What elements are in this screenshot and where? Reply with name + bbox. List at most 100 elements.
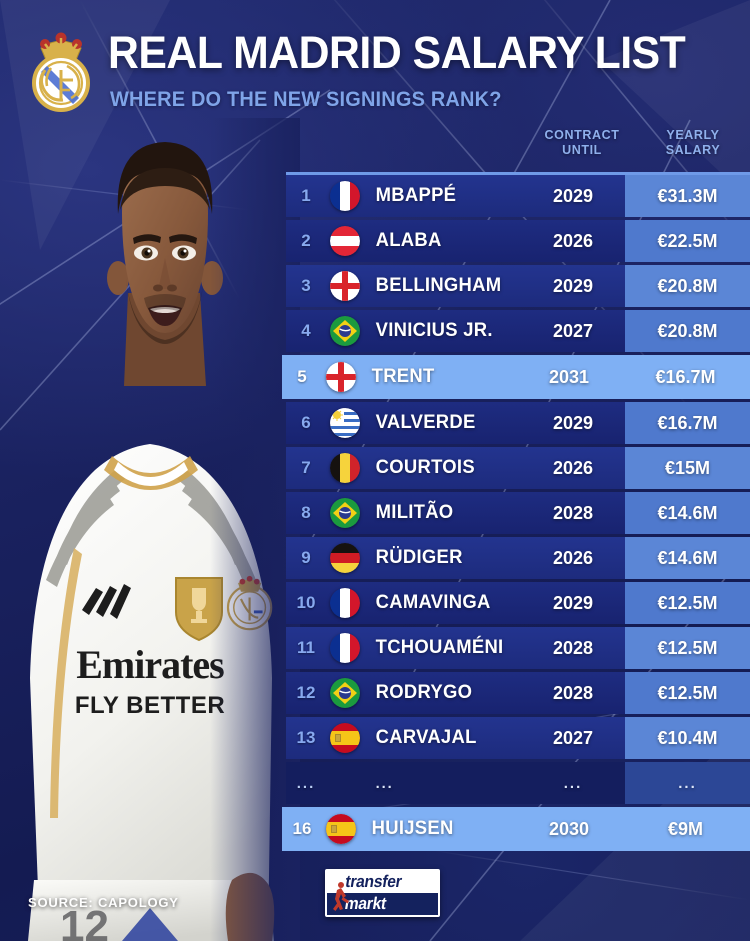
row-flag-wrap bbox=[326, 453, 364, 483]
row-contract-until: 2029 bbox=[552, 592, 594, 613]
table-body: 1 MBAPPÉ 2029 €31.3M 2 ALABA 2026 €22.5M 3 BELLIN… bbox=[282, 175, 750, 851]
page-title: REAL MADRID SALARY LIST bbox=[108, 27, 686, 78]
row-background-salary bbox=[625, 627, 750, 669]
row-yearly-salary: €16.7M bbox=[657, 412, 718, 433]
table-row[interactable]: 16 HUIJSEN 2030 €9M bbox=[282, 807, 750, 851]
row-background-salary bbox=[625, 310, 750, 352]
flag-spain-icon bbox=[326, 814, 356, 844]
transfermarkt-logo[interactable]: transfer markt bbox=[325, 869, 440, 917]
table-row[interactable]: 5 TRENT 2031 €16.7M bbox=[282, 355, 750, 399]
row-player-name: RODRYGO bbox=[375, 682, 473, 703]
transfermarkt-logo-bottom: markt bbox=[327, 893, 438, 915]
flag-germany-icon bbox=[330, 543, 360, 573]
flag-brazil-icon bbox=[330, 678, 360, 708]
table-row[interactable]: 3 BELLINGHAM 2029 €20.8M bbox=[286, 265, 750, 307]
real-madrid-crest-icon bbox=[32, 32, 90, 112]
row-rank: 4 bbox=[301, 321, 311, 340]
row-player-name: VINICIUS JR. bbox=[375, 320, 493, 341]
row-flag-wrap bbox=[326, 498, 364, 528]
row-player-name: CARVAJAL bbox=[375, 727, 477, 748]
row-player-name: HUIJSEN bbox=[371, 818, 454, 839]
source-label: SOURCE: CAPOLOGY bbox=[28, 895, 179, 910]
row-yearly-salary: €10.4M bbox=[657, 727, 718, 748]
flag-belgium-icon bbox=[330, 453, 360, 483]
row-flag-wrap bbox=[326, 316, 364, 346]
row-player-name: MBAPPÉ bbox=[375, 185, 457, 206]
row-background-main bbox=[282, 355, 750, 399]
player-photo-trent: Emirates FLY BETTER 12 bbox=[0, 118, 300, 941]
flag-spain-icon bbox=[330, 723, 360, 753]
table-row[interactable]: 1 MBAPPÉ 2029 €31.3M bbox=[286, 175, 750, 217]
row-background-salary bbox=[625, 220, 750, 262]
transfermarkt-player-figure-icon bbox=[333, 882, 349, 911]
row-contract-until: 2026 bbox=[552, 547, 594, 568]
row-background-salary bbox=[625, 492, 750, 534]
row-contract-until: 2026 bbox=[552, 457, 594, 478]
row-rank: 16 bbox=[292, 819, 312, 838]
table-row[interactable]: 12 RODRYGO 2028 €12.5M bbox=[286, 672, 750, 714]
column-header-yearly-salary: YEARLY SALARY bbox=[665, 128, 721, 157]
flag-france-icon bbox=[330, 633, 360, 663]
table-header: CONTRACT UNTIL YEARLY SALARY bbox=[286, 128, 750, 172]
row-yearly-salary: €16.7M bbox=[655, 366, 716, 387]
flag-austria-icon bbox=[330, 226, 360, 256]
row-player-name: TRENT bbox=[371, 366, 435, 387]
table-row[interactable]: 6 VALVERDE 2029 €16.7M bbox=[286, 402, 750, 444]
row-background-salary bbox=[625, 582, 750, 624]
row-contract-until: 2028 bbox=[552, 502, 594, 523]
row-background-salary bbox=[625, 402, 750, 444]
table-row[interactable]: ............ bbox=[286, 762, 750, 804]
row-contract-until: 2027 bbox=[552, 320, 594, 341]
row-player-name: MILITÃO bbox=[375, 502, 454, 523]
row-yearly-salary: €20.8M bbox=[657, 275, 718, 296]
table-row[interactable]: 11 TCHOUAMÉNI 2028 €12.5M bbox=[286, 627, 750, 669]
row-background-salary bbox=[625, 537, 750, 579]
row-rank: 3 bbox=[301, 276, 311, 295]
row-rank: 6 bbox=[301, 413, 311, 432]
row-background-salary bbox=[625, 717, 750, 759]
row-flag-wrap bbox=[326, 723, 364, 753]
row-rank: 2 bbox=[301, 231, 311, 250]
row-contract-until: 2029 bbox=[552, 185, 594, 206]
transfermarkt-word-transfer: transfer bbox=[344, 872, 404, 891]
row-player-name: ALABA bbox=[375, 230, 442, 251]
row-background-salary bbox=[625, 672, 750, 714]
row-yearly-salary: €14.6M bbox=[657, 502, 718, 523]
table-row[interactable]: 8 MILITÃO 2028 €14.6M bbox=[286, 492, 750, 534]
row-background-main bbox=[282, 807, 750, 851]
row-rank: 1 bbox=[301, 186, 311, 205]
row-background-salary bbox=[625, 447, 750, 489]
row-yearly-salary: €31.3M bbox=[657, 185, 718, 206]
row-rank: ... bbox=[296, 774, 316, 792]
salary-table: CONTRACT UNTIL YEARLY SALARY 1 MBAPPÉ 2029… bbox=[282, 128, 750, 854]
table-row[interactable]: 10 CAMAVINGA 2029 €12.5M bbox=[286, 582, 750, 624]
row-yearly-salary: €12.5M bbox=[657, 592, 718, 613]
table-row[interactable]: 2 ALABA 2026 €22.5M bbox=[286, 220, 750, 262]
row-background-main bbox=[286, 762, 625, 804]
row-player-name: TCHOUAMÉNI bbox=[375, 637, 504, 658]
row-player-name: ... bbox=[375, 774, 394, 792]
row-yearly-salary: €20.8M bbox=[657, 320, 718, 341]
row-flag-wrap bbox=[326, 226, 364, 256]
row-player-name: BELLINGHAM bbox=[375, 275, 502, 296]
column-header-contract-until: CONTRACT UNTIL bbox=[544, 128, 620, 157]
table-top-rule bbox=[286, 172, 750, 175]
row-contract-until: 2028 bbox=[552, 682, 594, 703]
table-row[interactable]: 7 COURTOIS 2026 €15M bbox=[286, 447, 750, 489]
row-contract-until: 2027 bbox=[552, 727, 594, 748]
table-row[interactable]: 13 CARVAJAL 2027 €10.4M bbox=[286, 717, 750, 759]
row-contract-until: 2028 bbox=[552, 637, 594, 658]
row-flag-wrap bbox=[322, 814, 360, 844]
row-contract-until: 2026 bbox=[552, 230, 594, 251]
table-row[interactable]: 9 RÜDIGER 2026 €14.6M bbox=[286, 537, 750, 579]
row-yearly-salary: €9M bbox=[667, 818, 703, 839]
row-yearly-salary: €14.6M bbox=[657, 547, 718, 568]
flag-brazil-icon bbox=[330, 498, 360, 528]
row-rank: 11 bbox=[297, 638, 315, 657]
row-contract-until: 2029 bbox=[552, 275, 594, 296]
table-row[interactable]: 4 VINICIUS JR. 2027 €20.8M bbox=[286, 310, 750, 352]
row-background-salary bbox=[625, 175, 750, 217]
row-player-name: RÜDIGER bbox=[375, 547, 463, 568]
row-rank: 13 bbox=[296, 728, 316, 747]
row-player-name: CAMAVINGA bbox=[375, 592, 491, 613]
